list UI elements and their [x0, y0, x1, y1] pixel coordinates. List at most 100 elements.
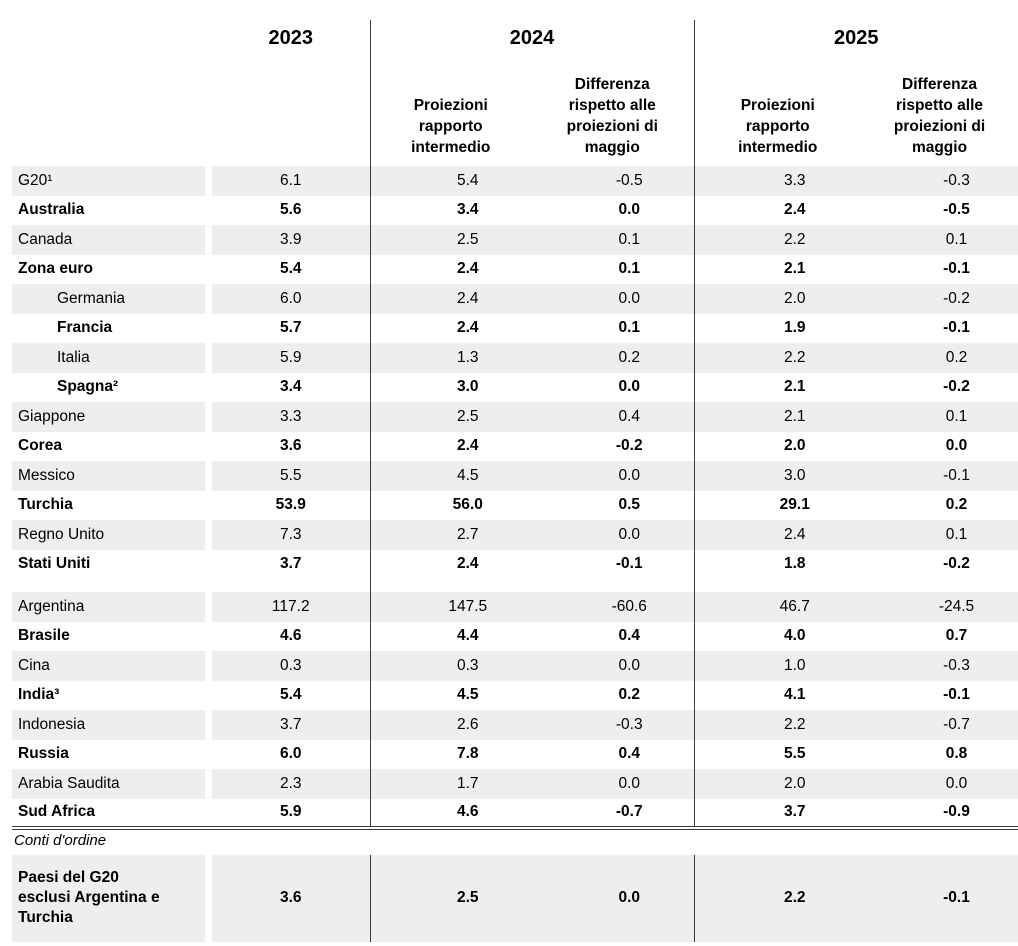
subheader-label: Differenza rispetto alle proiezioni di m…	[566, 76, 658, 156]
cell-value: 0.0	[565, 852, 694, 942]
empty-cell	[212, 60, 370, 166]
cell-value: 7.3	[212, 520, 370, 550]
cell-value: 29.1	[693, 490, 895, 520]
cell-value: 2.1	[693, 402, 895, 432]
cell-value: -0.1	[895, 852, 1018, 942]
row-label: Italia	[12, 343, 205, 373]
cell-value: 2.0	[693, 769, 895, 799]
cell-value: -0.3	[895, 651, 1018, 681]
year-header-2024: 2024	[369, 20, 694, 60]
cell-value: 5.9	[212, 343, 370, 373]
cell-value: 6.0	[212, 284, 370, 314]
cell-value: 5.5	[693, 739, 895, 769]
row-label: Argentina	[12, 592, 205, 622]
cell-value: 0.0	[565, 769, 694, 799]
column-gap	[205, 254, 212, 284]
subheader-2024-difference: Differenza rispetto alle proiezioni di m…	[565, 60, 694, 166]
cell-value: 1.0	[693, 651, 895, 681]
row-label: Arabia Saudita	[12, 769, 205, 799]
cell-value: 5.6	[279, 201, 302, 219]
cell-value: 2.4	[369, 549, 565, 579]
cell-value: 46.7	[693, 592, 895, 622]
cell-value: 0.0	[895, 769, 1018, 799]
row-label: Sud Africa	[18, 803, 95, 821]
cell-value: -0.9	[943, 803, 970, 821]
cell-value: 4.0	[693, 621, 895, 651]
memo-row: Paesi del G20 esclusi Argentina e Turchi…	[12, 852, 1018, 942]
cell-value: 5.7	[279, 319, 302, 337]
table-row: Brasile 4.6 4.4 0.4 4.0 0.7	[12, 621, 1018, 651]
table-row: Arabia Saudita 2.3 1.7 0.0 2.0 0.0	[12, 769, 1018, 799]
cell-value: 4.6	[369, 798, 565, 828]
cell-value: 0.0	[565, 461, 694, 491]
empty-cell	[12, 579, 370, 592]
year-header-2025: 2025	[693, 20, 1018, 60]
cell-value: 4.5	[369, 680, 565, 710]
cell-value: -0.2	[615, 437, 643, 455]
cell-value: 147.5	[369, 592, 565, 622]
column-gap	[205, 313, 212, 343]
table-row: G20¹ 6.1 5.4 -0.5 3.3 -0.3	[12, 166, 1018, 196]
cell-value: 3.7	[693, 798, 895, 828]
cell-value: 2.4	[369, 254, 565, 284]
cell-value: 2.5	[369, 402, 565, 432]
cell-value: 56.0	[369, 490, 565, 520]
cell-value: 0.2	[565, 343, 694, 373]
memo-label-text: Paesi del G20 esclusi Argentina e Turchi…	[18, 868, 160, 927]
cell-value: 3.4	[279, 378, 302, 396]
cell-value: -0.2	[895, 284, 1018, 314]
section-divider-row: Conti d'ordine	[12, 826, 1018, 854]
cell-value: 0.1	[618, 260, 641, 278]
cell-value: -0.1	[943, 686, 970, 704]
year-header-row: 2023 2024 2025	[12, 20, 1018, 60]
cell-value: 0.4	[618, 745, 641, 763]
column-gap	[205, 195, 212, 225]
column-gap	[205, 739, 212, 769]
table-row: India³ 5.4 4.5 0.2 4.1 -0.1	[12, 680, 1018, 710]
cell-value: 4.6	[279, 627, 302, 645]
cell-value: -60.6	[565, 592, 694, 622]
cell-value: 2.2	[693, 710, 895, 740]
cell-value: 6.1	[212, 166, 370, 196]
row-label: Cina	[12, 651, 205, 681]
cell-value: 1.9	[693, 313, 895, 343]
table-row: Regno Unito 7.3 2.7 0.0 2.4 0.1	[12, 520, 1018, 550]
column-gap	[205, 549, 212, 579]
cell-value: 2.3	[212, 769, 370, 799]
table-row: Messico 5.5 4.5 0.0 3.0 -0.1	[12, 461, 1018, 491]
cell-value: -0.7	[895, 710, 1018, 740]
cell-value: -0.1	[895, 461, 1018, 491]
empty-cell	[369, 579, 694, 592]
cell-value: 2.1	[693, 372, 895, 402]
cell-value: 4.1	[693, 680, 895, 710]
row-label: Spagna²	[57, 378, 119, 396]
cell-value: 3.6	[279, 437, 302, 455]
cell-value: 3.4	[369, 195, 565, 225]
column-gap	[205, 852, 212, 942]
cell-value: 2.4	[369, 313, 565, 343]
cell-value: 2.4	[369, 431, 565, 461]
cell-value: 0.2	[945, 496, 968, 514]
table-row: Francia 5.7 2.4 0.1 1.9 -0.1	[12, 313, 1018, 343]
column-gap	[205, 769, 212, 799]
cell-value: 53.9	[275, 496, 306, 514]
row-label: Indonesia	[12, 710, 205, 740]
cell-value: 2.2	[693, 852, 895, 942]
cell-value: 117.2	[212, 592, 370, 622]
cell-value: 1.8	[693, 549, 895, 579]
cell-value: 0.1	[895, 225, 1018, 255]
subheader-row: Proiezioni rapporto intermedio Differenz…	[12, 60, 1018, 166]
cell-value: -0.1	[943, 319, 970, 337]
cell-value: 0.4	[618, 627, 641, 645]
cell-value: 0.3	[369, 651, 565, 681]
cell-value: -0.2	[943, 378, 970, 396]
cell-value: -0.7	[615, 803, 643, 821]
cell-value: 2.7	[369, 520, 565, 550]
cell-value: 0.8	[945, 745, 968, 763]
row-label: Canada	[12, 225, 205, 255]
cell-value: 5.9	[279, 803, 302, 821]
cell-value: 0.0	[618, 378, 641, 396]
cell-value: 0.0	[945, 437, 968, 455]
cell-value: 0.3	[212, 651, 370, 681]
table-row: Italia 5.9 1.3 0.2 2.2 0.2	[12, 343, 1018, 373]
